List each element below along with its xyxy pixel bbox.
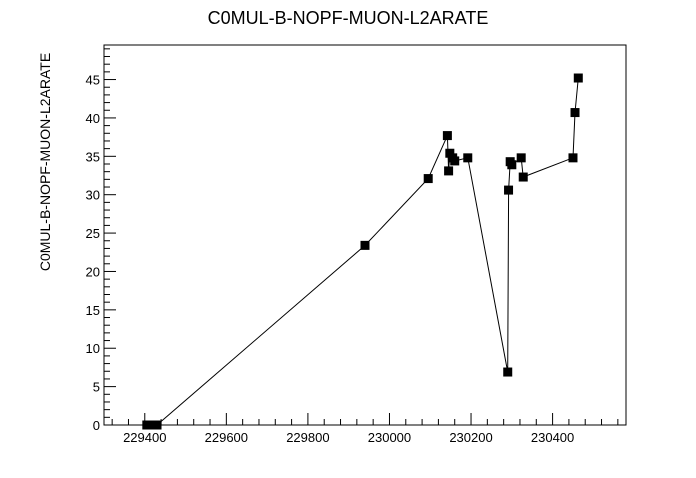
y-tick-label: 40 — [86, 111, 100, 126]
data-point — [442, 131, 452, 141]
y-tick-label: 35 — [86, 149, 100, 164]
x-tick-label: 229600 — [205, 430, 248, 445]
y-tick-label: 10 — [86, 341, 100, 356]
plot-frame — [103, 44, 627, 426]
y-tick-label: 25 — [86, 226, 100, 241]
y-axis-label: C0MUL-B-NOPF-MUON-L2ARATE — [37, 53, 53, 271]
data-point — [444, 166, 454, 176]
data-point — [450, 156, 460, 166]
x-tick-label: 230200 — [449, 430, 492, 445]
y-tick-label: 0 — [93, 418, 100, 433]
data-point — [573, 73, 583, 83]
data-point — [445, 148, 455, 158]
x-tick-label: 229400 — [123, 430, 166, 445]
data-point — [423, 174, 433, 184]
y-tick-label: 5 — [93, 380, 100, 395]
x-tick-label: 230400 — [531, 430, 574, 445]
data-point — [518, 172, 528, 182]
data-point — [152, 420, 162, 430]
x-tick-label: 230000 — [368, 430, 411, 445]
data-point — [463, 153, 473, 163]
y-tick-label: 45 — [86, 73, 100, 88]
data-series — [142, 73, 583, 430]
y-tick-label: 30 — [86, 188, 100, 203]
x-axis: 229400 229600 229800 230000 230200 230400 — [111, 413, 619, 445]
data-point — [360, 240, 370, 250]
y-axis: 0 5 10 15 20 25 30 35 40 45 — [86, 48, 116, 433]
y-tick-label: 15 — [86, 303, 100, 318]
data-point — [516, 153, 526, 163]
data-point — [507, 160, 517, 170]
x-tick-label: 229800 — [286, 430, 329, 445]
data-point — [504, 185, 514, 195]
series-line — [146, 77, 579, 426]
y-tick-label: 20 — [86, 264, 100, 279]
data-point — [503, 367, 513, 377]
data-point — [570, 108, 580, 118]
chart-title: C0MUL-B-NOPF-MUON-L2ARATE — [208, 8, 489, 28]
data-point — [568, 153, 578, 163]
